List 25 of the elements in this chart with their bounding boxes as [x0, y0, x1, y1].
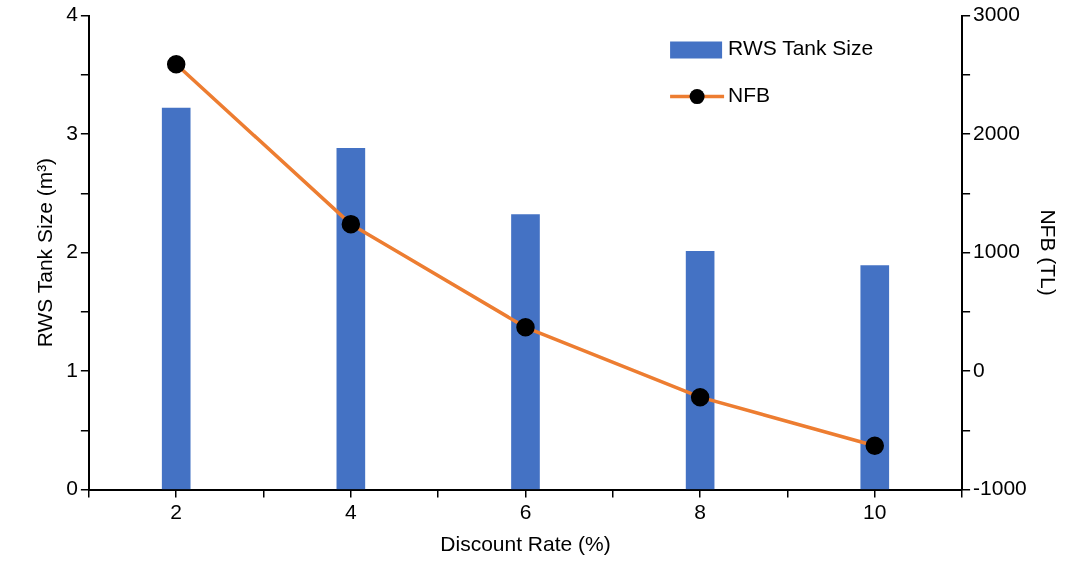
y-tick-label: 4: [66, 2, 79, 26]
y2-tick-label: 0: [973, 357, 985, 381]
y2-tick-label: 2000: [973, 120, 1020, 144]
y-tick-label: 0: [66, 476, 78, 500]
legend-label: RWS Tank Size: [728, 36, 874, 60]
y-axis-title: RWS Tank Size (m³): [33, 157, 57, 348]
bar: [860, 265, 890, 490]
y-tick-label: 3: [66, 120, 78, 144]
x-tick-label: 10: [863, 500, 887, 523]
bar: [336, 147, 366, 490]
x-tick-label: 8: [694, 500, 706, 523]
y2-tick-label: 3000: [973, 2, 1020, 26]
x-axis-title: Discount Rate (%): [440, 532, 611, 556]
x-tick-label: 2: [170, 500, 183, 523]
legend-label: NFB: [728, 83, 771, 107]
y-tick-label: 1: [66, 357, 78, 381]
bar: [161, 107, 191, 490]
x-tick-label: 4: [345, 500, 357, 523]
x-tick-label: 6: [519, 500, 532, 523]
bar: [685, 251, 715, 490]
y-tick-label: 2: [66, 239, 78, 263]
y2-tick-label: -1000: [973, 476, 1027, 500]
y2-axis-title: NFB (TL): [1036, 209, 1060, 296]
y2-tick-label: 1000: [973, 239, 1020, 263]
bar: [511, 214, 540, 490]
